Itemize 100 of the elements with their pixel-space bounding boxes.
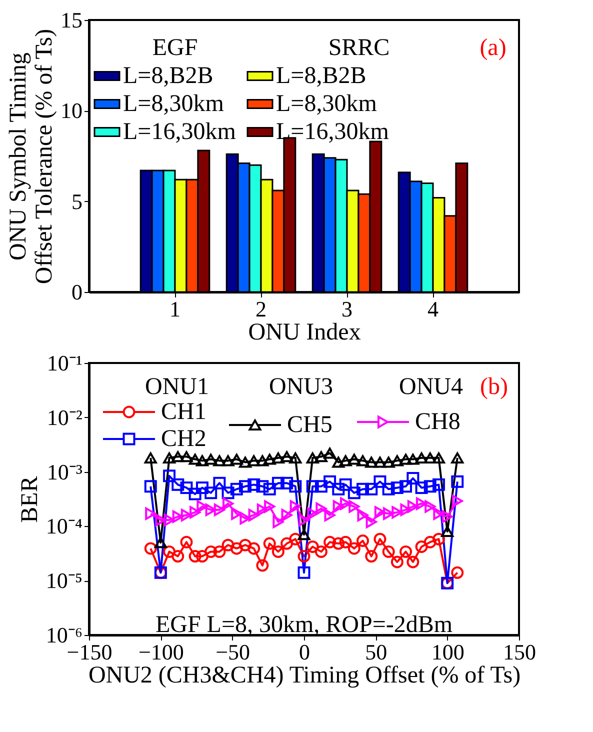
point <box>248 455 260 466</box>
point <box>272 452 284 464</box>
annotation: EGF <box>152 35 198 61</box>
point <box>263 537 276 550</box>
point <box>316 502 327 515</box>
point <box>382 482 395 496</box>
point <box>332 500 344 513</box>
x-axis-title: ONU2 (CH3&CH4) Timing Offset (% of Ts) <box>88 662 521 688</box>
point <box>204 545 218 558</box>
point <box>180 481 193 494</box>
point <box>382 545 395 558</box>
point <box>263 482 276 496</box>
point <box>432 532 445 546</box>
annotation: SRRC <box>328 35 390 61</box>
point <box>213 545 226 558</box>
point <box>230 482 243 496</box>
x-tick-label: −100 <box>138 640 184 664</box>
point <box>314 451 328 462</box>
point <box>307 507 318 520</box>
point <box>163 452 176 464</box>
y-tick-label: 10⁻² <box>46 404 83 430</box>
point <box>365 550 378 563</box>
point <box>383 507 394 520</box>
point <box>392 506 403 519</box>
point <box>390 455 404 466</box>
point <box>324 475 336 488</box>
point <box>172 451 184 462</box>
point <box>230 542 243 555</box>
annotation: EGF L=8, 30km, ROP=-2dBm <box>155 612 453 638</box>
point <box>415 540 428 553</box>
point <box>240 512 251 524</box>
point <box>424 500 436 513</box>
annotation: (a) <box>480 35 506 61</box>
point <box>400 480 412 493</box>
point <box>248 508 260 522</box>
point <box>214 504 225 516</box>
point <box>400 454 412 465</box>
point <box>451 566 464 579</box>
point <box>238 538 252 552</box>
legend-label: CH8 <box>415 409 460 435</box>
point <box>144 542 157 555</box>
annotation: ONU4 <box>399 374 463 400</box>
point <box>272 476 284 490</box>
x-tick-label: 50 <box>365 640 388 664</box>
point <box>289 452 302 464</box>
point <box>196 500 208 513</box>
point <box>238 456 252 468</box>
point <box>339 536 352 548</box>
point <box>348 542 360 555</box>
point <box>406 454 420 465</box>
point <box>256 455 269 466</box>
point <box>204 486 218 500</box>
point <box>324 508 336 522</box>
point <box>400 504 412 516</box>
y-tick-label: 10⁻⁵ <box>46 568 82 594</box>
y-tick-label: 5 <box>72 188 82 214</box>
x-tick-label: 100 <box>431 640 464 664</box>
point <box>213 476 226 490</box>
point <box>356 534 370 547</box>
point <box>222 497 234 510</box>
point <box>256 559 269 572</box>
point <box>172 510 184 523</box>
point <box>441 526 454 538</box>
point <box>188 550 202 563</box>
y-tick-label: 15 <box>60 8 82 32</box>
point <box>280 537 294 550</box>
point <box>180 536 193 548</box>
point <box>213 455 226 466</box>
point <box>222 538 234 552</box>
point <box>180 451 193 462</box>
point <box>432 478 445 491</box>
point <box>306 452 319 464</box>
point <box>424 536 436 548</box>
point <box>314 545 328 558</box>
y-tick-label: 10 <box>60 98 82 124</box>
point <box>356 482 370 496</box>
point <box>281 508 292 522</box>
point <box>298 566 310 579</box>
legend-label: L=8,B2B <box>276 63 366 89</box>
point <box>272 545 284 558</box>
point <box>339 455 352 466</box>
point <box>230 454 243 465</box>
y-tick-label: 0 <box>72 280 82 304</box>
point <box>365 482 378 496</box>
point <box>264 500 276 513</box>
legend-label: CH2 <box>161 426 206 452</box>
point <box>415 481 428 494</box>
point <box>339 478 352 491</box>
point <box>248 478 260 491</box>
x-tick-label: 1 <box>170 296 180 322</box>
point <box>196 550 208 563</box>
point <box>205 504 216 516</box>
point <box>406 556 420 568</box>
point <box>154 537 167 548</box>
point <box>290 500 301 513</box>
point <box>340 497 352 510</box>
point <box>452 494 463 508</box>
point <box>238 480 252 493</box>
point <box>424 480 436 493</box>
point <box>374 532 386 546</box>
